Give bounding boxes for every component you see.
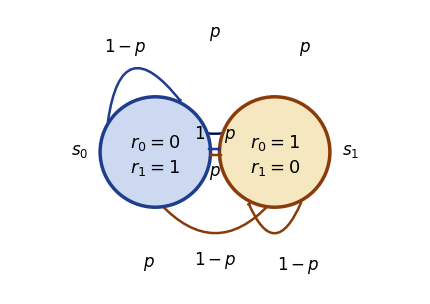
FancyArrowPatch shape bbox=[161, 104, 270, 134]
Text: $p$: $p$ bbox=[144, 255, 155, 273]
Text: $p$: $p$ bbox=[209, 164, 221, 182]
FancyArrowPatch shape bbox=[247, 109, 321, 161]
FancyArrowPatch shape bbox=[108, 68, 181, 122]
Text: $r_1 = 0$: $r_1 = 0$ bbox=[250, 158, 300, 178]
Text: $r_1 = 1$: $r_1 = 1$ bbox=[130, 158, 180, 178]
Text: $p$: $p$ bbox=[298, 40, 310, 58]
FancyArrowPatch shape bbox=[210, 154, 221, 156]
Text: $1-p$: $1-p$ bbox=[104, 37, 147, 58]
Text: $s_0$: $s_0$ bbox=[71, 143, 88, 161]
Text: $r_0 = 1$: $r_0 = 1$ bbox=[250, 133, 300, 153]
Text: $1-p$: $1-p$ bbox=[194, 250, 236, 271]
Text: $s_1$: $s_1$ bbox=[342, 143, 359, 161]
Circle shape bbox=[100, 97, 211, 207]
Text: $p$: $p$ bbox=[209, 25, 221, 43]
FancyArrowPatch shape bbox=[160, 204, 269, 233]
Text: $r_0 = 0$: $r_0 = 0$ bbox=[130, 133, 180, 153]
FancyArrowPatch shape bbox=[248, 202, 301, 233]
Text: $1-p$: $1-p$ bbox=[194, 124, 236, 145]
FancyArrowPatch shape bbox=[129, 166, 182, 197]
Text: $1-p$: $1-p$ bbox=[277, 255, 320, 276]
FancyArrowPatch shape bbox=[209, 148, 220, 150]
Circle shape bbox=[219, 97, 330, 207]
